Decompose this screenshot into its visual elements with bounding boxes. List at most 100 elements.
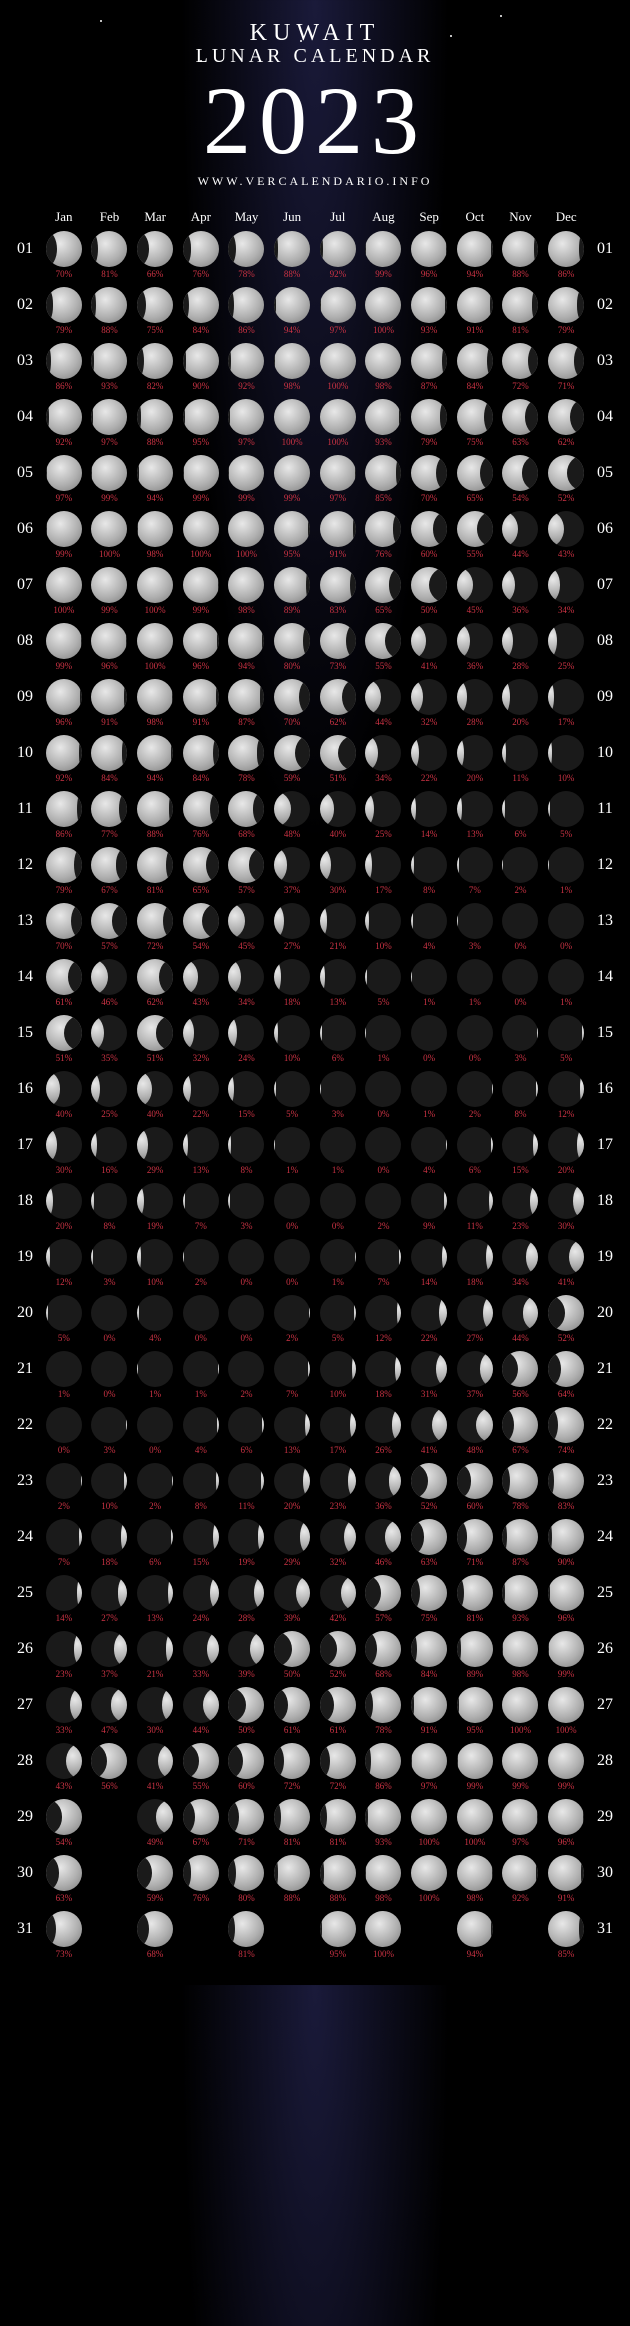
moon-phase-icon <box>548 1799 584 1835</box>
moon-phase-icon <box>548 1687 584 1723</box>
moon-phase-icon <box>320 735 356 771</box>
illumination-percent: 13% <box>193 1165 210 1175</box>
moon-phase-icon <box>183 1687 219 1723</box>
moon-cell: 75% <box>133 287 177 341</box>
moon-cell: 81% <box>453 1575 497 1629</box>
moon-cell: 95% <box>270 511 314 565</box>
moon-cell: 19% <box>133 1183 177 1237</box>
moon-phase-icon <box>548 1575 584 1611</box>
moon-phase-icon <box>457 1799 493 1835</box>
moon-cell: 0% <box>42 1407 86 1461</box>
day-label-left: 05 <box>10 455 40 509</box>
moon-phase-icon <box>137 1519 173 1555</box>
moon-cell: 94% <box>133 455 177 509</box>
illumination-percent: 100% <box>419 1893 440 1903</box>
moon-phase-icon <box>274 1687 310 1723</box>
moon-cell: 47% <box>88 1687 132 1741</box>
moon-phase-icon <box>411 1015 447 1051</box>
moon-phase-icon <box>365 623 401 659</box>
illumination-percent: 0% <box>514 997 526 1007</box>
moon-phase-icon <box>228 567 264 603</box>
moon-cell: 1% <box>42 1351 86 1405</box>
moon-phase-icon <box>183 1295 219 1331</box>
illumination-percent: 88% <box>101 325 118 335</box>
illumination-percent: 9% <box>423 1221 435 1231</box>
moon-cell: 82% <box>133 343 177 397</box>
illumination-percent: 90% <box>193 381 210 391</box>
moon-phase-icon <box>411 1239 447 1275</box>
illumination-percent: 25% <box>101 1109 118 1119</box>
title-country: KUWAIT <box>10 20 620 47</box>
illumination-percent: 99% <box>193 493 210 503</box>
moon-cell: 2% <box>453 1071 497 1125</box>
illumination-percent: 72% <box>147 941 164 951</box>
illumination-percent: 75% <box>467 437 484 447</box>
moon-cell: 79% <box>42 287 86 341</box>
moon-phase-icon <box>46 1799 82 1835</box>
moon-cell: 32% <box>179 1015 223 1069</box>
moon-phase-icon <box>183 1575 219 1611</box>
empty-cell <box>179 1911 223 1965</box>
illumination-percent: 99% <box>101 605 118 615</box>
moon-cell: 20% <box>42 1183 86 1237</box>
moon-phase-icon <box>183 903 219 939</box>
moon-cell: 11% <box>225 1463 269 1517</box>
illumination-percent: 79% <box>56 325 73 335</box>
moon-phase-icon <box>46 1575 82 1611</box>
moon-cell: 30% <box>316 847 360 901</box>
moon-cell: 67% <box>88 847 132 901</box>
illumination-percent: 36% <box>375 1501 392 1511</box>
illumination-percent: 100% <box>282 437 303 447</box>
moon-phase-icon <box>365 735 401 771</box>
illumination-percent: 43% <box>558 549 575 559</box>
moon-cell: 12% <box>42 1239 86 1293</box>
moon-cell: 10% <box>362 903 406 957</box>
moon-phase-icon <box>91 343 127 379</box>
illumination-percent: 51% <box>330 773 347 783</box>
moon-phase-icon <box>320 287 356 323</box>
illumination-percent: 11% <box>512 773 528 783</box>
moon-phase-icon <box>137 1407 173 1443</box>
day-label-left: 14 <box>10 959 40 1013</box>
day-label-left: 04 <box>10 399 40 453</box>
moon-phase-icon <box>457 1911 493 1947</box>
moon-phase-icon <box>548 679 584 715</box>
illumination-percent: 1% <box>149 1389 161 1399</box>
moon-phase-icon <box>548 511 584 547</box>
moon-cell: 95% <box>316 1911 360 1965</box>
illumination-percent: 12% <box>56 1277 73 1287</box>
illumination-percent: 1% <box>195 1389 207 1399</box>
illumination-percent: 15% <box>193 1557 210 1567</box>
moon-phase-icon <box>183 847 219 883</box>
moon-cell: 20% <box>270 1463 314 1517</box>
moon-cell: 92% <box>225 343 269 397</box>
moon-cell: 8% <box>88 1183 132 1237</box>
moon-phase-icon <box>457 1015 493 1051</box>
moon-cell: 100% <box>316 399 360 453</box>
illumination-percent: 6% <box>332 1053 344 1063</box>
moon-phase-icon <box>91 791 127 827</box>
illumination-percent: 94% <box>467 269 484 279</box>
moon-phase-icon <box>320 399 356 435</box>
moon-cell: 98% <box>362 1855 406 1909</box>
moon-cell: 8% <box>499 1071 543 1125</box>
moon-cell: 90% <box>544 1519 588 1573</box>
illumination-percent: 20% <box>512 717 529 727</box>
moon-phase-icon <box>320 1519 356 1555</box>
moon-phase-icon <box>46 903 82 939</box>
moon-cell: 0% <box>544 903 588 957</box>
moon-cell: 15% <box>499 1127 543 1181</box>
illumination-percent: 14% <box>421 1277 438 1287</box>
moon-cell: 75% <box>407 1575 451 1629</box>
moon-cell: 0% <box>407 1015 451 1069</box>
illumination-percent: 64% <box>558 1389 575 1399</box>
illumination-percent: 56% <box>101 1781 118 1791</box>
moon-phase-icon <box>548 1519 584 1555</box>
moon-phase-icon <box>137 959 173 995</box>
moon-cell: 5% <box>270 1071 314 1125</box>
moon-phase-icon <box>457 1407 493 1443</box>
moon-cell: 0% <box>453 1015 497 1069</box>
moon-cell: 99% <box>544 1743 588 1797</box>
illumination-percent: 39% <box>238 1669 255 1679</box>
illumination-percent: 10% <box>558 773 575 783</box>
